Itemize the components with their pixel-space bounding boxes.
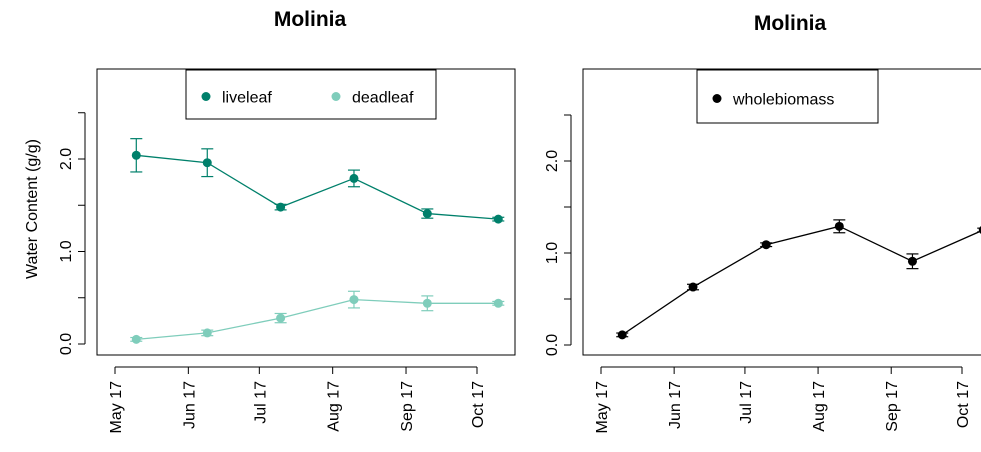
x-tick-label: Aug 17 bbox=[326, 381, 343, 432]
data-point bbox=[349, 173, 359, 183]
data-point bbox=[493, 298, 503, 308]
data-point bbox=[978, 226, 981, 234]
legend-box bbox=[696, 69, 879, 124]
data-point bbox=[688, 282, 698, 292]
series-wholebiomass bbox=[616, 219, 981, 340]
data-point bbox=[349, 295, 359, 305]
series-line bbox=[136, 154, 499, 220]
series-line bbox=[136, 298, 499, 341]
x-tick-label: Sep 17 bbox=[399, 381, 416, 432]
legend-marker bbox=[331, 92, 341, 101]
legend-marker bbox=[712, 94, 722, 103]
legend-label: wholebiomass bbox=[732, 92, 834, 109]
data-point bbox=[422, 209, 432, 219]
chart-panel-right: Molinia 0.0 1.0 2.0 May 17 Jun 17 Jul 17 Aug 17… bbox=[544, 12, 981, 433]
x-tick-label: May 17 bbox=[108, 381, 125, 434]
data-point bbox=[202, 158, 212, 168]
chart-title: Molinia bbox=[754, 12, 827, 35]
legend-label: deadleaf bbox=[352, 90, 414, 107]
data-point bbox=[131, 150, 141, 160]
legend-box bbox=[185, 69, 437, 120]
data-point bbox=[617, 330, 627, 340]
series-line bbox=[621, 225, 981, 336]
x-tick-label: Jun 17 bbox=[181, 381, 198, 429]
data-point bbox=[422, 298, 432, 308]
data-point bbox=[202, 328, 212, 338]
y-tick-label: 0.0 bbox=[544, 334, 561, 356]
data-point bbox=[131, 334, 141, 344]
y-tick-label: 2.0 bbox=[58, 148, 75, 170]
legend-label: liveleaf bbox=[222, 90, 272, 107]
data-point bbox=[493, 214, 503, 224]
series-deadleaf bbox=[130, 290, 505, 344]
legend-marker bbox=[201, 92, 211, 101]
x-tick-label: Jun 17 bbox=[667, 381, 684, 429]
series-liveleaf bbox=[130, 138, 505, 224]
chart-title: Molinia bbox=[274, 8, 347, 31]
x-tick-label: Jul 17 bbox=[252, 381, 269, 424]
x-tick-label: Jul 17 bbox=[738, 381, 755, 424]
y-tick-label: 1.0 bbox=[544, 242, 561, 264]
plot-frame bbox=[96, 68, 516, 356]
data-point bbox=[276, 313, 286, 323]
y-tick-label: 1.0 bbox=[58, 240, 75, 262]
data-point bbox=[907, 256, 917, 266]
x-tick-label: Oct 17 bbox=[955, 381, 972, 428]
data-point bbox=[834, 221, 844, 231]
legend: wholebiomass bbox=[696, 69, 879, 124]
data-point bbox=[761, 240, 771, 250]
y-tick-label: 2.0 bbox=[544, 150, 561, 172]
y-tick-label: 0.0 bbox=[58, 333, 75, 355]
x-tick-label: May 17 bbox=[594, 381, 611, 434]
x-tick-label: Sep 17 bbox=[884, 381, 901, 432]
y-axis-label: Water Content (g/g) bbox=[24, 139, 41, 279]
legend: liveleaf deadleaf bbox=[185, 69, 437, 120]
data-point bbox=[276, 202, 286, 212]
x-tick-label: Oct 17 bbox=[470, 381, 487, 428]
plot-frame bbox=[582, 68, 981, 356]
x-tick-label: Aug 17 bbox=[811, 381, 828, 432]
chart-panel-left: Molinia 0.0 1.0 2.0 Water Content (g/g) May 1… bbox=[24, 8, 516, 434]
